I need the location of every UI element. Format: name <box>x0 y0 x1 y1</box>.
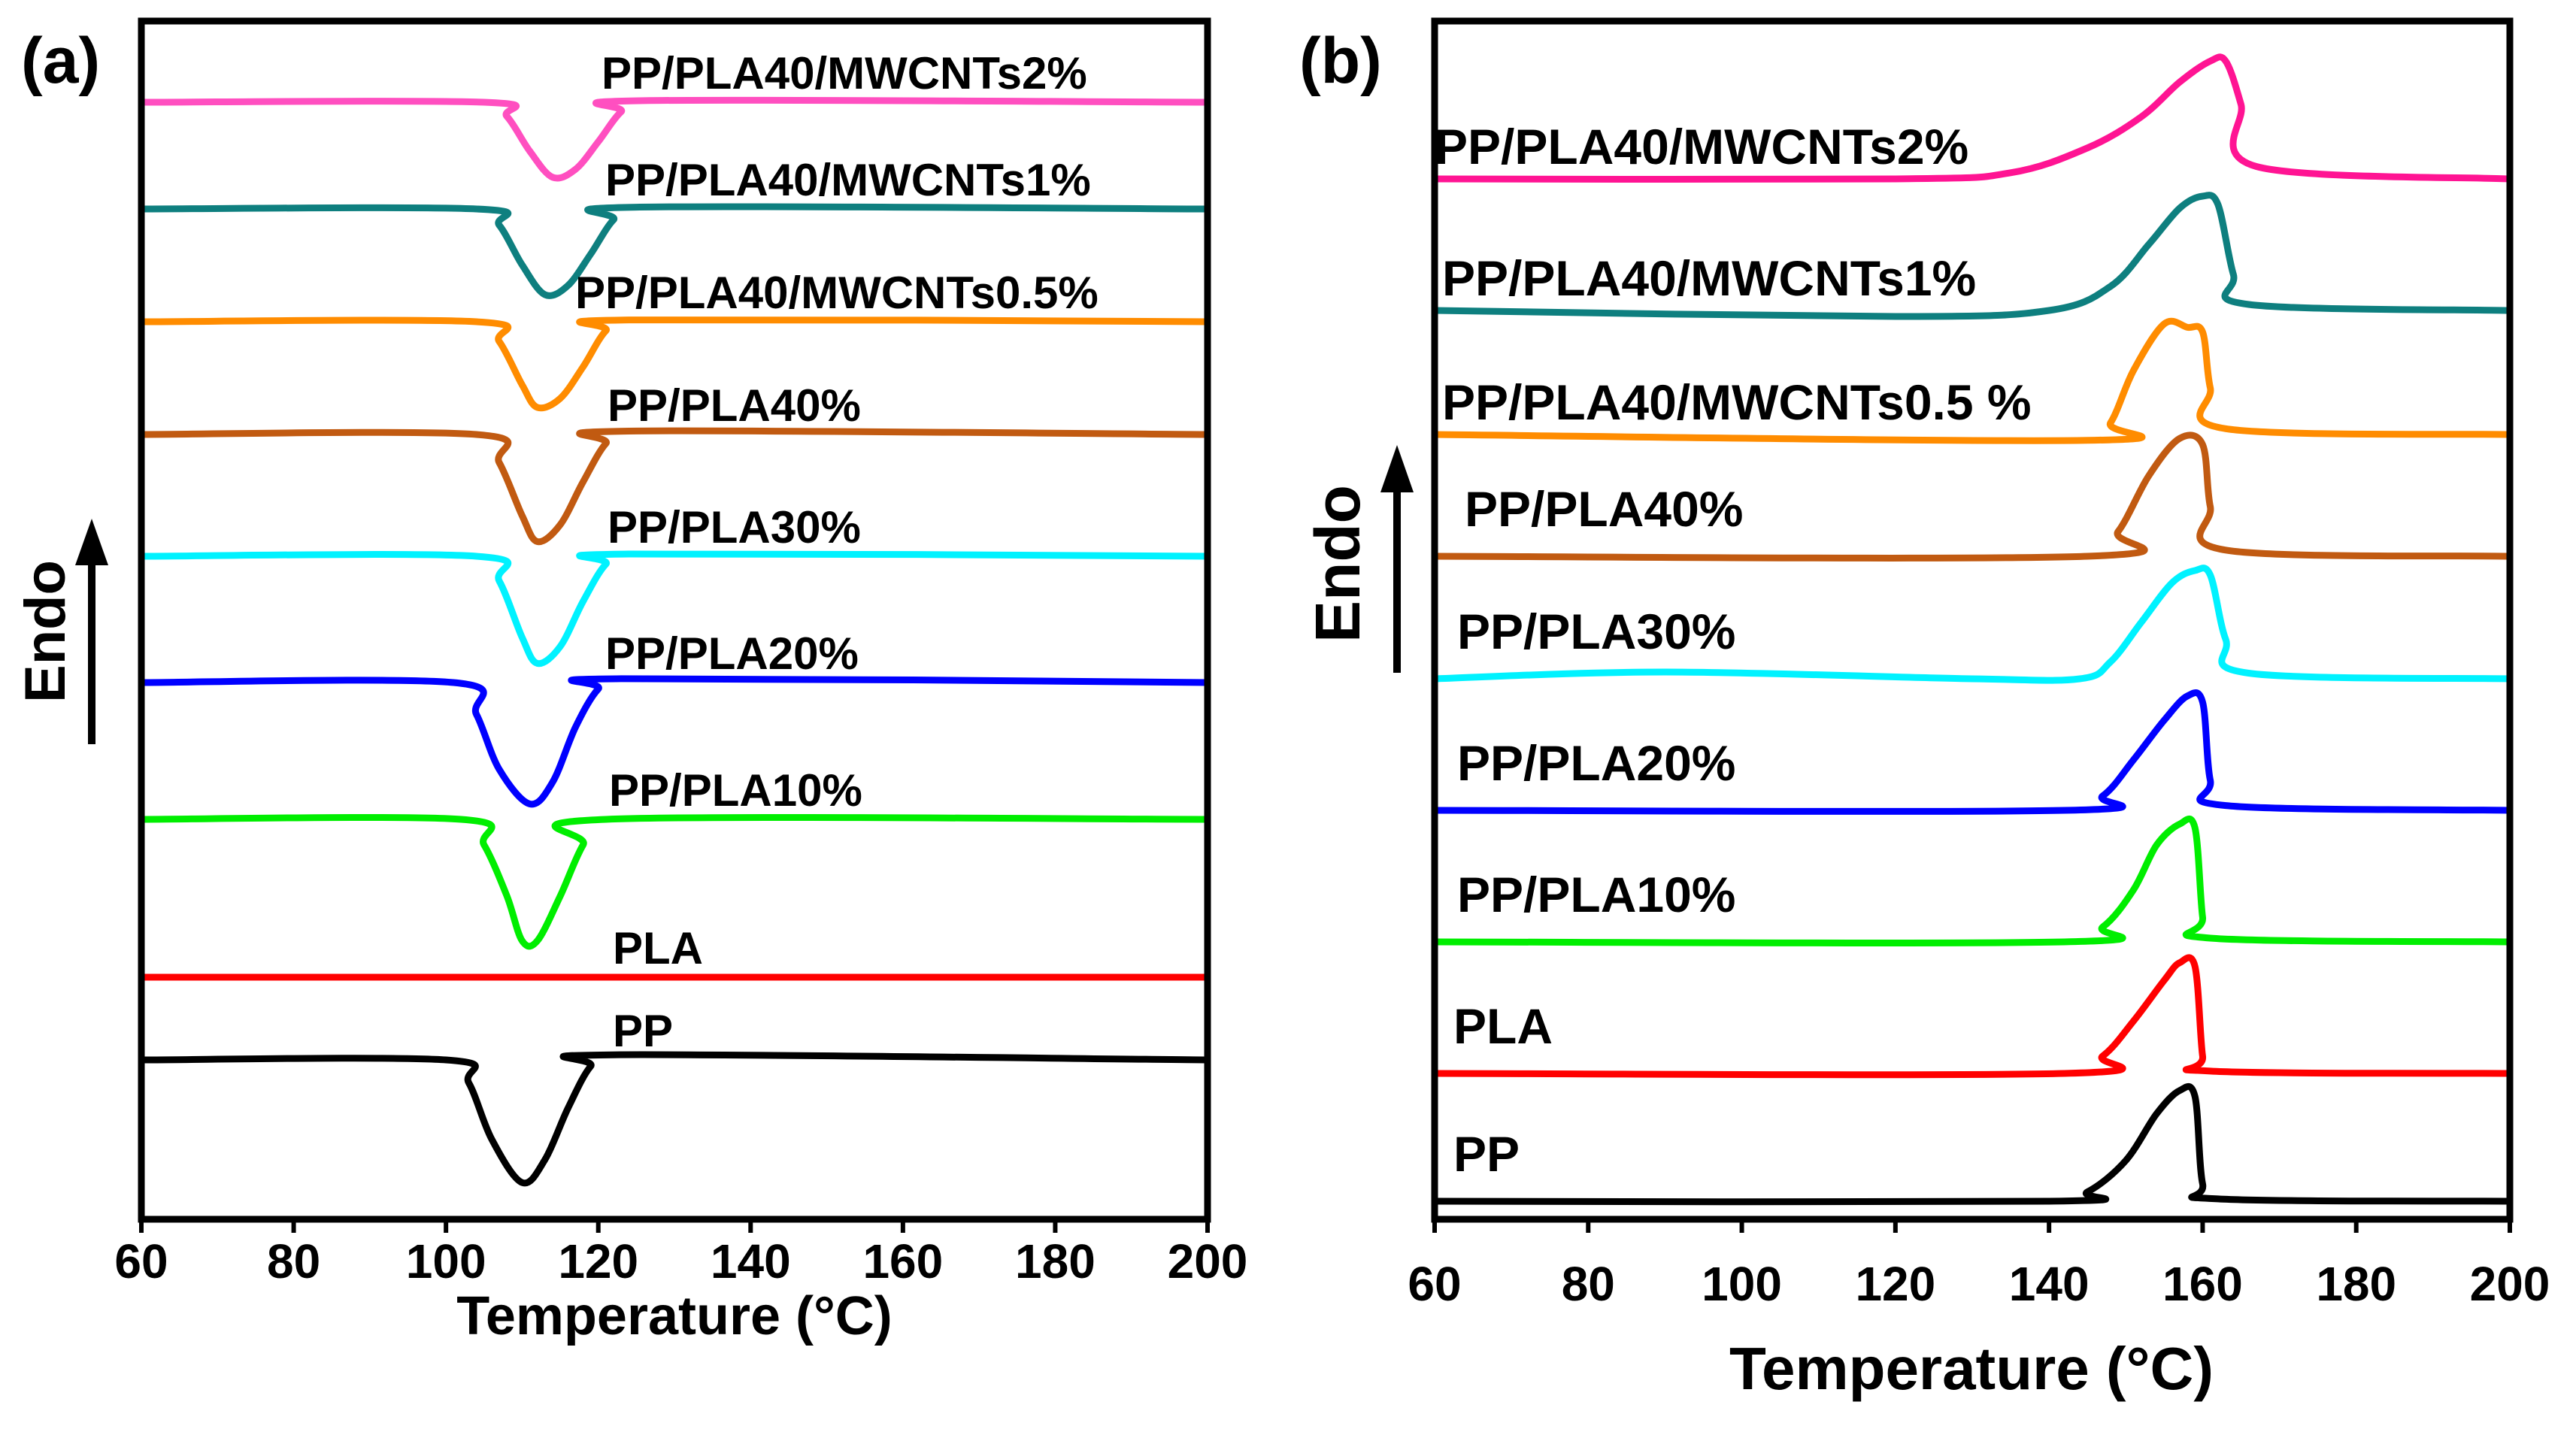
series-curve-pp-pla40- <box>1431 431 2514 562</box>
series-label: PP/PLA30% <box>608 502 861 553</box>
panel-b-series-labels: PP PLA PP/PLA10% PP/PLA20% PP/PLA30% PP/PLA40… <box>1435 119 2032 1182</box>
panel-a: (a) 60 80 100 120 140 160 180 200 PP PLA PP/PLA10… <box>14 17 1247 1346</box>
series-curve-pp-pla40-mwcnts2- <box>1431 53 2514 183</box>
panel-b-x-axis-title: Temperature (°C) <box>1729 1335 2214 1402</box>
series-label: PP/PLA10% <box>1457 867 1735 922</box>
x-tick-label: 140 <box>711 1234 791 1288</box>
x-tick-label: 160 <box>2162 1257 2243 1311</box>
panel-b-plot-frame <box>1431 17 2514 1223</box>
series-curve-pp-pla30- <box>1431 565 2514 684</box>
series-label: PP/PLA40/MWCNTs0.5 % <box>1442 374 2032 430</box>
x-tick-label: 60 <box>114 1234 168 1288</box>
series-curve-pp-pla30- <box>138 550 1211 668</box>
x-tick-label: 160 <box>862 1234 943 1288</box>
x-tick-label: 180 <box>2316 1257 2396 1311</box>
series-label: PLA <box>613 923 703 973</box>
series-curve-pp-pla40-mwcnts1- <box>138 203 1211 299</box>
series-curve-pp-pla40-mwcnts2- <box>138 96 1211 182</box>
series-curve-pla <box>1431 954 2514 1079</box>
panel-b-curves <box>1431 53 2514 1206</box>
panel-a-x-axis-title: Temperature (°C) <box>456 1286 893 1346</box>
panel-a-ticks: 60 80 100 120 140 160 180 200 <box>114 1219 1247 1288</box>
series-label: PP/PLA30% <box>1457 604 1735 659</box>
series-label: PP/PLA20% <box>1457 735 1735 791</box>
panel-a-plot-frame <box>138 17 1211 1223</box>
series-curve-pp-pla40-mwcnts1- <box>1431 192 2514 320</box>
series-curve-pp-pla40-mwcnts0-5- <box>1431 317 2514 444</box>
series-label: PP/PLA40% <box>608 380 861 431</box>
series-curve-pp-pla40- <box>138 427 1211 546</box>
x-tick-label: 120 <box>1855 1257 1935 1311</box>
panel-b-ticks: 60 80 100 120 140 160 180 200 <box>1408 1219 2550 1311</box>
series-label: PLA <box>1453 998 1553 1054</box>
series-curve-pp-pla20- <box>138 675 1211 808</box>
x-tick-label: 80 <box>267 1234 320 1288</box>
panel-a-y-axis-title: Endo <box>14 560 77 703</box>
series-curve-pp <box>138 1051 1211 1187</box>
series-label: PP/PLA40/MWCNTs1% <box>605 155 1091 205</box>
x-tick-label: 100 <box>406 1234 486 1288</box>
panel-a-endo-arrow <box>75 519 108 744</box>
panel-b-endo-arrow <box>1380 445 1414 673</box>
series-label: PP/PLA40/MWCNTs2% <box>602 48 1087 98</box>
series-label: PP/PLA40/MWCNTs2% <box>1435 119 1968 174</box>
series-label: PP/PLA40/MWCNTs1% <box>1442 250 1976 306</box>
series-curve-pp-pla10- <box>1431 816 2514 946</box>
series-label: PP/PLA20% <box>605 628 859 679</box>
series-label: PP <box>1453 1126 1520 1182</box>
x-tick-label: 200 <box>1168 1234 1248 1288</box>
panel-a-curves <box>138 96 1211 1187</box>
x-tick-label: 100 <box>1702 1257 1782 1311</box>
series-curve-pp <box>1431 1083 2514 1206</box>
panel-b-label: (b) <box>1299 25 1382 97</box>
x-tick-label: 60 <box>1408 1257 1461 1311</box>
panel-a-label: (a) <box>21 25 100 97</box>
panel-a-series-labels: PP PLA PP/PLA10% PP/PLA20% PP/PLA30% PP/PLA40… <box>575 48 1099 1056</box>
panel-b: (b) 60 80 100 120 140 160 180 200 PP PLA PP/PLA10… <box>1299 17 2550 1402</box>
x-tick-label: 180 <box>1015 1234 1096 1288</box>
series-curve-pp-pla40-mwcnts0-5- <box>138 316 1211 412</box>
series-curve-pp-pla10- <box>138 813 1211 950</box>
series-label: PP/PLA40/MWCNTs0.5% <box>575 268 1099 318</box>
x-tick-label: 200 <box>2470 1257 2550 1311</box>
x-tick-label: 80 <box>1562 1257 1615 1311</box>
series-label: PP/PLA10% <box>609 765 862 816</box>
panel-b-y-axis-title: Endo <box>1302 485 1373 643</box>
x-tick-label: 120 <box>558 1234 638 1288</box>
series-label: PP <box>613 1006 673 1056</box>
series-curve-pp-pla20- <box>1431 689 2514 815</box>
series-label: PP/PLA40% <box>1465 481 1743 537</box>
x-tick-label: 140 <box>2009 1257 2090 1311</box>
